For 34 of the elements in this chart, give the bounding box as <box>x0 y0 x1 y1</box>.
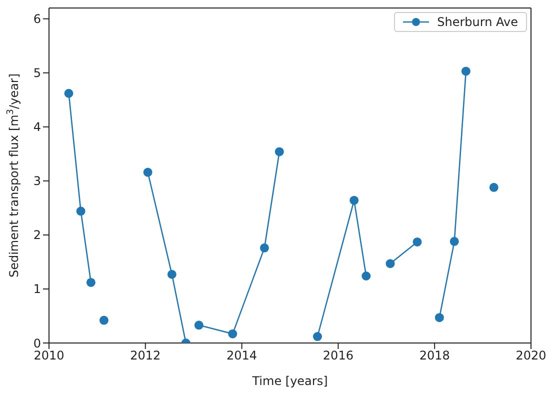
point <box>386 259 395 268</box>
x-tick-label: 2010 <box>34 348 64 363</box>
y-tick-label: 2 <box>33 228 41 242</box>
x-tick-label: 2020 <box>516 348 546 363</box>
point <box>489 182 498 192</box>
x-tick-label: 2012 <box>130 348 161 363</box>
point <box>167 270 176 279</box>
point <box>350 196 359 205</box>
point <box>194 320 204 330</box>
point <box>461 66 470 76</box>
point <box>312 332 322 342</box>
point <box>86 278 96 287</box>
x-axis-title: Time [years] <box>251 374 328 388</box>
point <box>228 329 238 338</box>
point <box>412 237 422 246</box>
y-tick-label: 1 <box>33 282 41 296</box>
legend-label: Sherburn Ave <box>437 15 518 29</box>
point <box>143 168 152 177</box>
y-tick-label: 4 <box>33 120 41 134</box>
point <box>64 88 74 98</box>
y-tick-label: 0 <box>33 336 41 350</box>
y-tick-label: 6 <box>33 12 41 26</box>
point <box>76 206 86 216</box>
point <box>274 147 284 156</box>
point <box>260 243 269 252</box>
point <box>362 272 371 280</box>
point <box>434 313 444 322</box>
x-tick-label: 2016 <box>322 348 354 363</box>
point <box>450 236 459 246</box>
y-tick-label: 5 <box>33 66 41 80</box>
point <box>99 316 108 325</box>
x-tick-label: 2018 <box>419 348 450 363</box>
y-tick-label: 3 <box>33 174 41 188</box>
x-tick-label: 2014 <box>226 348 258 363</box>
